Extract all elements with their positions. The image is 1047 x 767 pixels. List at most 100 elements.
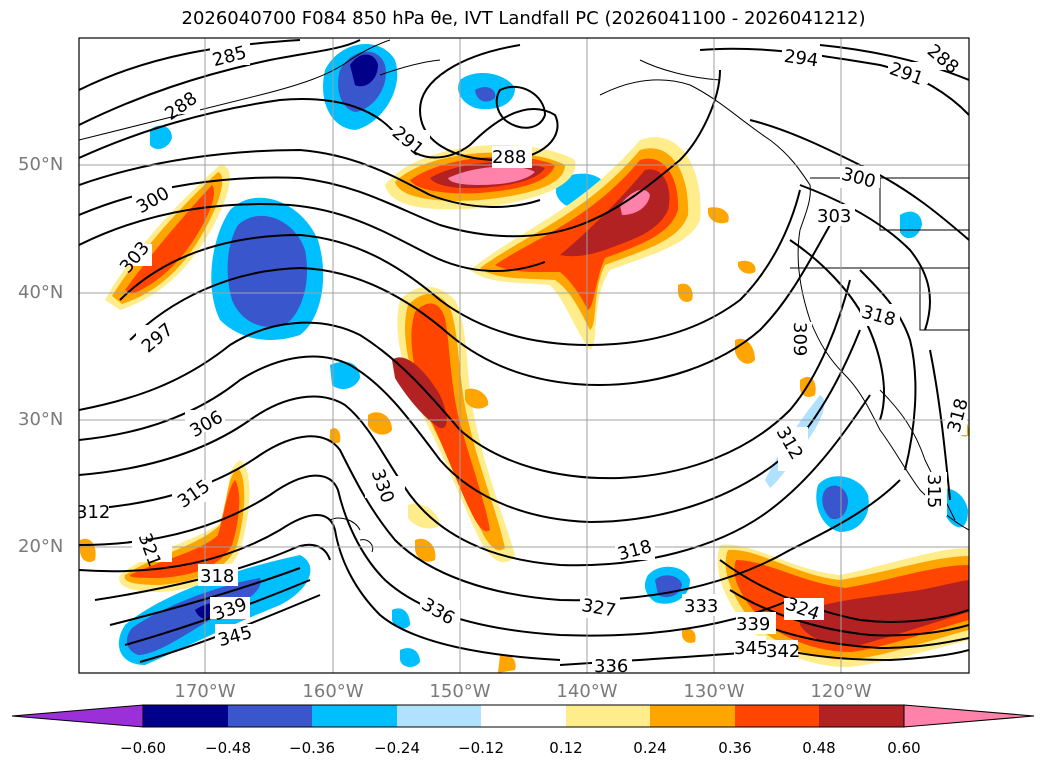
shade-region (150, 125, 172, 150)
contour-label: 294 (783, 46, 820, 72)
coastlines (79, 39, 969, 553)
contour-line (729, 589, 969, 637)
shade-region (329, 428, 341, 444)
lon-label: 140°W (556, 681, 618, 702)
colorbar-segment (735, 705, 819, 727)
colorbar-tick-label: −0.60 (120, 739, 166, 757)
contour-label: 345 (734, 638, 768, 659)
colorbar-segment (312, 705, 397, 727)
colorbar-tick-label: −0.24 (374, 739, 420, 757)
shade-region (392, 608, 410, 629)
contour-line (819, 44, 969, 81)
colorbar-segment (228, 705, 312, 727)
lon-label: 150°W (429, 681, 491, 702)
lat-label: 30°N (18, 409, 64, 430)
contour-line (79, 474, 791, 637)
shade-region (411, 303, 490, 532)
contour-line (699, 47, 969, 116)
colorbar-tick-label: 0.48 (802, 739, 836, 757)
colorbar-segment (566, 705, 650, 727)
map-title: 2026040700 F084 850 hPa θe, IVT Landfall… (181, 8, 866, 29)
contour-label: 315 (923, 474, 944, 508)
colorbar-segment (481, 705, 566, 727)
theta-e-contours (79, 39, 969, 666)
contour-label: 309 (789, 322, 810, 356)
coastline (879, 178, 969, 231)
lon-label: 160°W (302, 681, 364, 702)
shade-region (498, 654, 516, 673)
coastline (797, 229, 969, 531)
contour-line (119, 189, 801, 347)
lon-label: 170°W (174, 681, 236, 702)
shade-region (475, 87, 496, 102)
colorbar (11, 704, 1035, 728)
colorbar-tick-label: −0.12 (458, 739, 504, 757)
colorbar-over-arrow (903, 704, 1035, 728)
colorbar-tick-label: 0.60 (887, 739, 921, 757)
contour-line (79, 69, 721, 238)
contour-line (79, 203, 546, 272)
contour-line (79, 39, 301, 91)
lat-label: 40°N (18, 282, 64, 303)
colorbar-tick-label: 0.24 (633, 739, 667, 757)
coastline (599, 79, 811, 231)
lat-label: 20°N (18, 536, 64, 557)
colorbar-under-arrow (11, 704, 144, 728)
shade-region (465, 388, 489, 409)
coastline (639, 59, 721, 81)
colorbar-tick-label: −0.48 (205, 739, 251, 757)
contour-line (859, 269, 917, 471)
contour-line (129, 224, 831, 387)
colorbar-segment (397, 705, 481, 727)
shade-region (368, 412, 392, 435)
shade-region (392, 357, 447, 429)
shade-region (330, 361, 360, 390)
contour-label: 333 (684, 596, 718, 617)
colorbar-segment (650, 705, 735, 727)
contour-label: 303 (817, 206, 851, 227)
contour-label: 336 (594, 656, 628, 677)
plot-frame (78, 37, 970, 674)
coastline (379, 59, 441, 76)
contour-line (79, 44, 559, 162)
shade-region (415, 538, 436, 562)
contour-label: 342 (766, 641, 800, 662)
lon-label: 130°W (683, 681, 745, 702)
contour-line (79, 148, 541, 208)
contour-line (79, 435, 901, 602)
shade-region (800, 580, 969, 646)
contour-line (719, 559, 969, 623)
colorbar-tick-label: −0.36 (289, 739, 335, 757)
shade-region (129, 480, 240, 578)
contour-label: 318 (200, 566, 234, 587)
colorbar-segment (819, 705, 904, 727)
contour-line (799, 184, 931, 331)
shade-region (400, 648, 420, 668)
coastline (79, 39, 391, 141)
shade-region (708, 207, 729, 224)
contour-line (495, 85, 547, 129)
lat-label: 50°N (18, 154, 64, 175)
shade-region (682, 628, 696, 643)
coastline (790, 267, 969, 331)
lon-label: 120°W (810, 681, 872, 702)
shade-region (620, 189, 650, 215)
shade-region (408, 503, 440, 529)
contour-line (929, 349, 951, 501)
colorbar-segment (143, 705, 228, 727)
colorbar-tick-label: 0.12 (549, 739, 583, 757)
shade-region (822, 485, 848, 520)
colorbar-tick-label: 0.36 (718, 739, 752, 757)
contour-label: 339 (736, 614, 770, 635)
shade-region (738, 260, 756, 274)
contour-line (79, 279, 851, 480)
contour-label: 312 (76, 502, 110, 523)
coastline (359, 539, 374, 553)
shade-region (125, 185, 215, 294)
shade-region (900, 211, 922, 239)
contour-label: 288 (492, 147, 526, 168)
shade-region (448, 166, 535, 185)
contour-line (79, 514, 561, 661)
shade-region (350, 54, 378, 87)
